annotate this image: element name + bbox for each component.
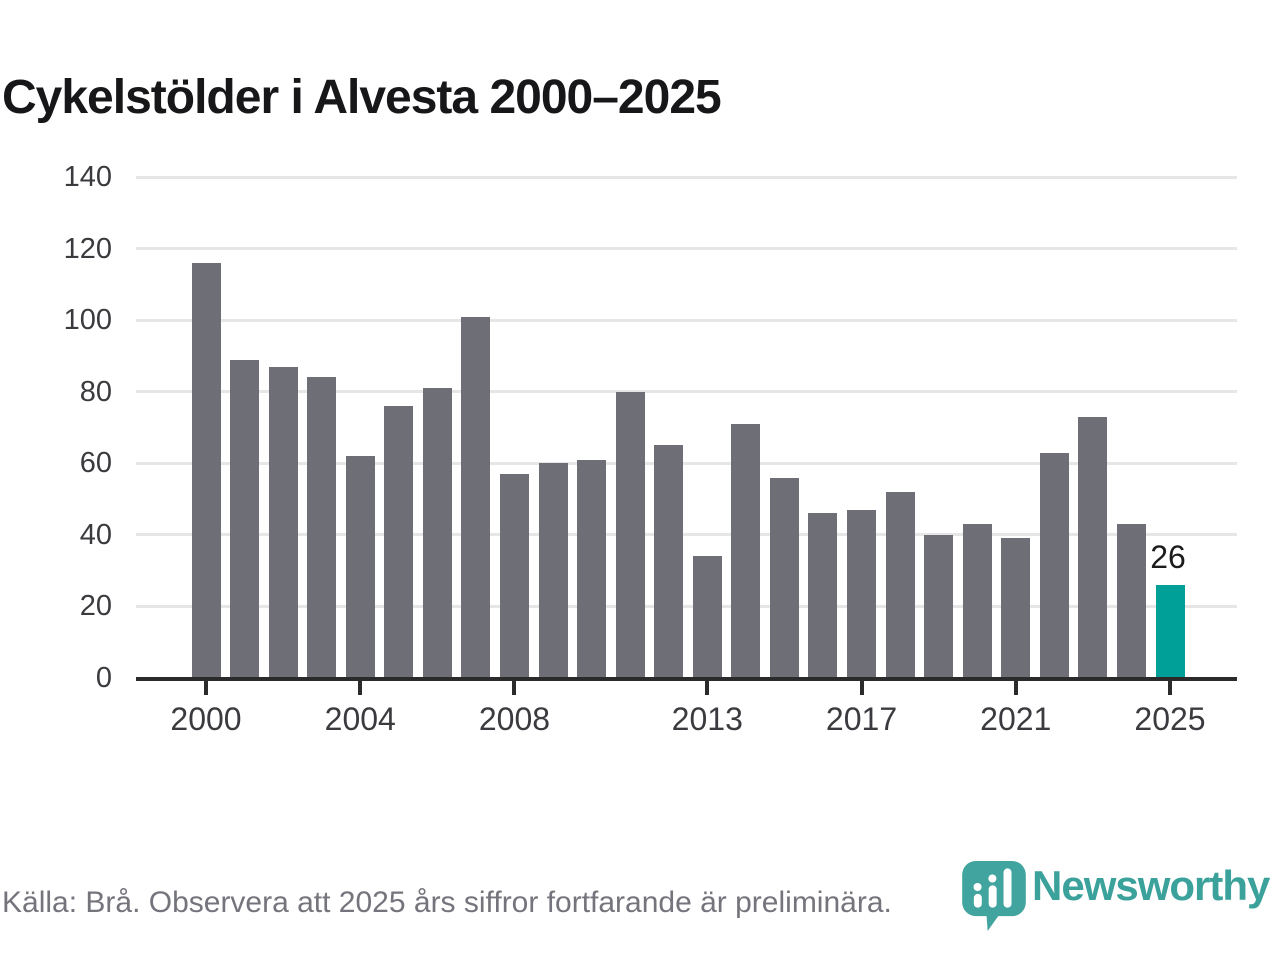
bar-2024 bbox=[1116, 524, 1146, 678]
y-axis-label: 60 bbox=[79, 447, 112, 480]
x-axis-label: 2017 bbox=[825, 701, 898, 737]
x-axis-tick bbox=[358, 681, 363, 695]
x-axis-label: 2004 bbox=[324, 701, 396, 737]
gridline-y-100 bbox=[136, 318, 1237, 322]
bar-2000 bbox=[191, 262, 221, 678]
x-axis-tick bbox=[1168, 681, 1172, 695]
bar-2020 bbox=[962, 524, 992, 678]
bar-2021 bbox=[1001, 538, 1031, 678]
bar-2015 bbox=[769, 477, 799, 678]
bar-2010 bbox=[577, 459, 607, 678]
x-axis-label: 2025 bbox=[1134, 701, 1206, 737]
bar-2005 bbox=[384, 406, 414, 678]
gridline-y-120 bbox=[136, 247, 1237, 251]
bar-2003 bbox=[307, 377, 337, 678]
bar-2008 bbox=[499, 474, 529, 678]
gridline-y-40 bbox=[136, 533, 1237, 537]
x-axis-label: 2013 bbox=[671, 701, 743, 737]
y-axis-label: 80 bbox=[79, 375, 112, 408]
bar-2022 bbox=[1039, 452, 1069, 678]
y-axis-label: 140 bbox=[63, 161, 112, 193]
y-axis-label: 40 bbox=[79, 518, 112, 551]
gridline-y-20 bbox=[136, 604, 1237, 608]
bar-2004 bbox=[345, 456, 375, 678]
bar-2006 bbox=[422, 388, 452, 678]
newsworthy-logo-icon bbox=[962, 861, 1026, 931]
bar-2023 bbox=[1078, 416, 1108, 678]
x-axis-line bbox=[136, 677, 1237, 681]
source-note: Källa: Brå. Observera att 2025 års siffr… bbox=[2, 886, 892, 919]
chart-title: Cykelstölder i Alvesta 2000–2025 bbox=[2, 71, 722, 125]
x-axis-label: 2000 bbox=[170, 701, 242, 737]
y-axis-label: 120 bbox=[63, 232, 112, 265]
x-axis-tick bbox=[204, 681, 208, 695]
x-axis-tick bbox=[705, 681, 710, 695]
bar-value-label: 26 bbox=[1150, 538, 1186, 575]
newsworthy-wordmark: Newsworthy bbox=[1032, 862, 1270, 909]
bar-2012 bbox=[654, 445, 684, 678]
x-axis-tick bbox=[859, 681, 864, 695]
bar-2011 bbox=[615, 391, 645, 678]
gridline-y-140 bbox=[136, 175, 1237, 179]
bar-2016 bbox=[808, 513, 838, 678]
bar-2002 bbox=[268, 366, 298, 678]
bar-2013 bbox=[692, 556, 722, 678]
bar-2001 bbox=[230, 359, 260, 678]
bar-2025 bbox=[1155, 584, 1185, 678]
bar-2014 bbox=[731, 423, 761, 678]
y-axis-label: 20 bbox=[79, 590, 112, 623]
x-axis-tick bbox=[1013, 681, 1018, 695]
y-axis-label: 0 bbox=[95, 662, 112, 694]
bar-2009 bbox=[538, 463, 568, 678]
x-axis-tick bbox=[512, 681, 517, 695]
x-axis-label: 2021 bbox=[980, 701, 1052, 737]
y-axis-label: 100 bbox=[63, 304, 112, 337]
gridline-y-80 bbox=[136, 390, 1237, 394]
bar-2018 bbox=[885, 491, 915, 678]
bar-2007 bbox=[461, 316, 491, 678]
gridline-y-60 bbox=[136, 461, 1237, 465]
bar-2017 bbox=[847, 509, 877, 678]
x-axis-label: 2008 bbox=[478, 701, 551, 737]
bar-2019 bbox=[924, 534, 954, 678]
